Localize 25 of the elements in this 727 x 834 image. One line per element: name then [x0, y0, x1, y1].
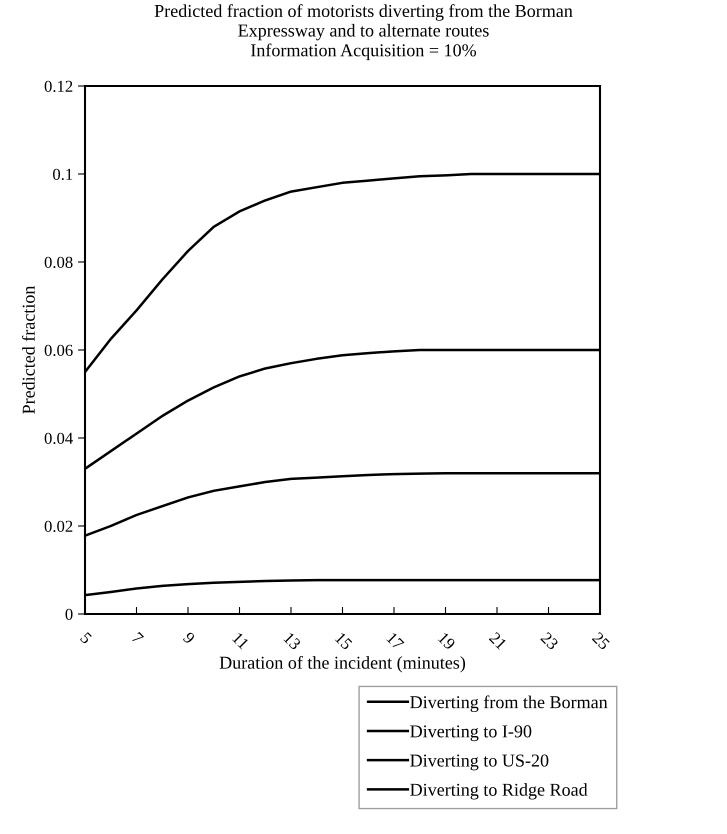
y-tick-label: 0.12: [44, 80, 72, 92]
legend-label: Diverting from the Borman: [410, 695, 608, 712]
x-tick-label: 21: [488, 632, 508, 650]
x-axis-title: Duration of the incident (minutes): [220, 656, 466, 672]
x-tick-label: 11: [232, 632, 250, 650]
x-tick-label: 23: [540, 632, 559, 650]
x-tick-label: 15: [334, 632, 353, 650]
x-tick-label: 13: [283, 632, 302, 650]
x-tick-label: 7: [131, 632, 144, 644]
legend-label: Diverting to I-90: [410, 725, 532, 742]
x-tick-label: 17: [386, 632, 404, 650]
legend-label: Diverting to Ridge Road: [410, 783, 588, 800]
chart-title: Predicted fraction of motorists diverting from the Borman Expressway and to alternate routes Information Acquisition = 10%: [154, 4, 573, 60]
y-tick-label: 0.1: [52, 168, 72, 180]
y-tick-label: 0.02: [44, 520, 72, 532]
y-tick-label: 0.06: [44, 344, 73, 356]
x-tick-label: 5: [80, 632, 92, 644]
x-tick-label: 9: [182, 631, 196, 644]
y-axis-title: Predicted fraction: [22, 286, 35, 414]
y-tick-label: 0: [65, 608, 73, 620]
legend-label: Diverting to US-20: [410, 754, 548, 770]
y-tick-label: 0.04: [44, 432, 73, 444]
x-tick-label: 25: [592, 632, 610, 650]
x-tick-label: 19: [438, 632, 456, 650]
y-tick-label: 0.08: [44, 256, 73, 268]
